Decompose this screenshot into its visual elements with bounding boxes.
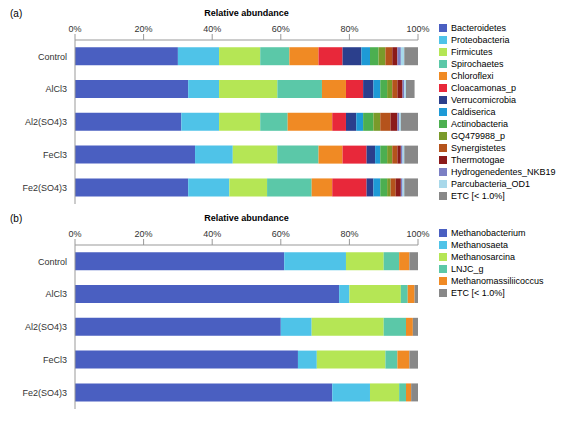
svg-text:Al2(SO4)3: Al2(SO4)3 — [25, 322, 67, 332]
svg-text:Al2(SO4)3: Al2(SO4)3 — [25, 117, 67, 127]
html-text:Hydrogenedentes_NKB19: Hydrogenedentes_NKB19 — [451, 167, 556, 177]
svg-text:20%: 20% — [135, 229, 153, 239]
html-text:Bacteroidetes: Bacteroidetes — [451, 23, 506, 33]
svg-text:20%: 20% — [135, 24, 153, 34]
svg-text:Control: Control — [38, 52, 67, 62]
svg-text:Fe2(SO4)3: Fe2(SO4)3 — [22, 183, 67, 193]
html-text:Verrucomicrobia: Verrucomicrobia — [451, 95, 516, 105]
html-text:Relative abundance: Relative abundance — [204, 213, 289, 223]
html-text:ETC [< 1.0%]: ETC [< 1.0%] — [451, 191, 505, 201]
html-text:Cloacamonas_p: Cloacamonas_p — [451, 83, 516, 93]
svg-text:40%: 40% — [203, 24, 221, 34]
svg-text:60%: 60% — [272, 24, 290, 34]
html-text:Methanobacterium: Methanobacterium — [451, 228, 526, 238]
svg-text:100%: 100% — [406, 229, 429, 239]
html-text:ETC [< 1.0%]: ETC [< 1.0%] — [451, 288, 505, 298]
html-text:Methanosarcina: Methanosarcina — [451, 252, 515, 262]
html-text:Thermotogae: Thermotogae — [451, 155, 505, 165]
svg-text:AlCl3: AlCl3 — [45, 84, 67, 94]
html-text:Methanomassiliicoccus: Methanomassiliicoccus — [451, 276, 544, 286]
svg-text:FeCl3: FeCl3 — [43, 355, 67, 365]
svg-text:80%: 80% — [340, 229, 358, 239]
html-text:(a): (a) — [10, 8, 23, 19]
html-text:LNJC_g: LNJC_g — [451, 264, 484, 274]
svg-text:0%: 0% — [68, 229, 81, 239]
html-text:Relative abundance: Relative abundance — [204, 8, 289, 18]
svg-text:FeCl3: FeCl3 — [43, 150, 67, 160]
html-text:Firmicutes: Firmicutes — [451, 47, 493, 57]
svg-text:40%: 40% — [203, 229, 221, 239]
html-text:Methanosaeta: Methanosaeta — [451, 240, 508, 250]
html-text:Caldiserica: Caldiserica — [451, 107, 496, 117]
html-text:(b): (b) — [10, 213, 23, 224]
svg-text:100%: 100% — [406, 24, 429, 34]
html-text:Spirochaetes: Spirochaetes — [451, 59, 504, 69]
html-text:Proteobacteria: Proteobacteria — [451, 35, 510, 45]
html-text:GQ479988_p: GQ479988_p — [451, 131, 505, 141]
html-text:Actinobacteria: Actinobacteria — [451, 119, 508, 129]
svg-text:AlCl3: AlCl3 — [45, 289, 67, 299]
html-text:Chloroflexi: Chloroflexi — [451, 71, 494, 81]
svg-text:Control: Control — [38, 257, 67, 267]
html-text:Synergistetes: Synergistetes — [451, 143, 506, 153]
html-text:Parcubacteria_OD1: Parcubacteria_OD1 — [451, 179, 530, 189]
svg-text:0%: 0% — [68, 24, 81, 34]
svg-text:Fe2(SO4)3: Fe2(SO4)3 — [22, 388, 67, 398]
svg-text:80%: 80% — [340, 24, 358, 34]
svg-text:60%: 60% — [272, 229, 290, 239]
